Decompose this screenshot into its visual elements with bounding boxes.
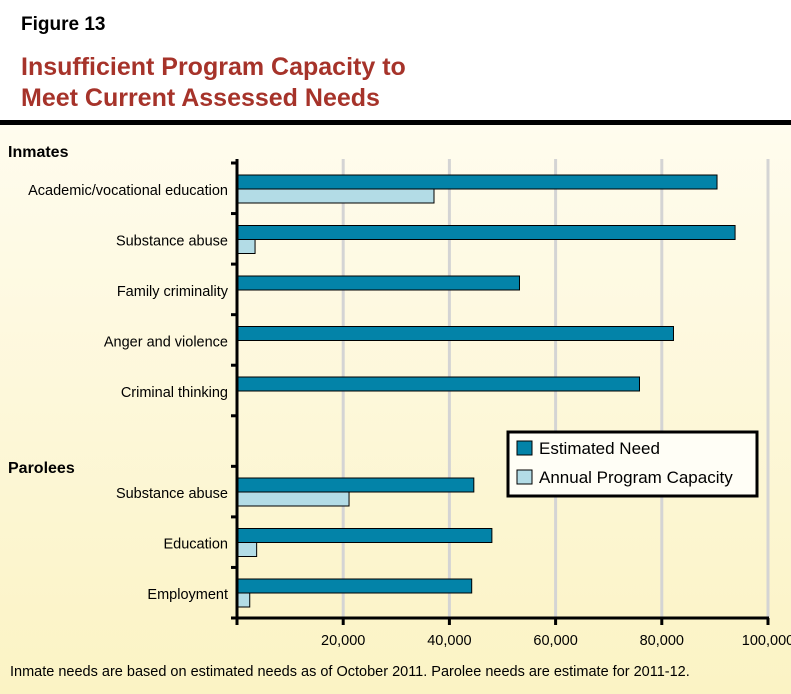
category-label: Education <box>164 537 229 553</box>
bar-estimated-need <box>236 326 674 341</box>
category-label: Criminal thinking <box>121 385 228 401</box>
title-line-2: Meet Current Assessed Needs <box>21 84 380 112</box>
legend-swatch <box>516 469 533 485</box>
legend-swatch <box>516 440 533 456</box>
x-tick-label: 80,000 <box>640 633 684 649</box>
category-label: Family criminality <box>117 284 229 300</box>
bar-estimated-need <box>236 275 520 291</box>
legend-box <box>506 430 759 498</box>
bar-estimated-need <box>236 578 473 594</box>
bar-annual-program-capacity <box>236 491 350 507</box>
category-label: Anger and violence <box>104 335 228 351</box>
legend-label: Estimated Need <box>539 439 660 458</box>
category-label: Substance abuse <box>116 234 228 250</box>
bar-annual-program-capacity <box>236 188 435 204</box>
x-tick-label: 100,000 <box>742 633 791 649</box>
chart-title: Insufficient Program Capacity to Meet Cu… <box>21 52 406 114</box>
group-label-parolees: Parolees <box>8 460 75 477</box>
group-label-inmates: Inmates <box>8 144 69 161</box>
category-label: Academic/vocational education <box>28 183 228 199</box>
title-rule <box>0 120 791 125</box>
category-label: Employment <box>147 587 228 603</box>
bar-estimated-need <box>236 376 640 392</box>
x-tick-label: 40,000 <box>427 633 471 649</box>
figure-label: Figure 13 <box>21 14 106 35</box>
bar-annual-program-capacity <box>236 239 256 254</box>
x-tick-label: 20,000 <box>321 633 365 649</box>
chart-background <box>0 125 791 694</box>
bar-annual-program-capacity <box>236 592 251 608</box>
bar-estimated-need <box>236 174 718 190</box>
legend-label: Annual Program Capacity <box>539 468 733 487</box>
bar-estimated-need <box>236 225 736 240</box>
category-label: Substance abuse <box>116 486 228 502</box>
x-tick-label: 60,000 <box>533 633 577 649</box>
bar-estimated-need <box>236 528 493 543</box>
bar-annual-program-capacity <box>236 542 258 557</box>
title-line-1: Insufficient Program Capacity to <box>21 53 406 81</box>
footnote: Inmate needs are based on estimated need… <box>10 664 690 680</box>
bar-estimated-need <box>236 477 475 493</box>
